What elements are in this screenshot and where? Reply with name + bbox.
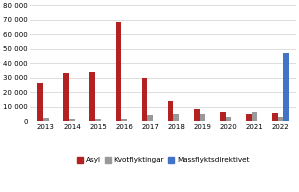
Bar (278, 117, 283, 121)
Bar (194, 109, 199, 121)
Bar (225, 117, 231, 121)
Bar (220, 113, 225, 121)
Bar (37, 84, 43, 121)
Bar (199, 114, 205, 121)
Bar (142, 78, 147, 121)
Bar (246, 114, 252, 121)
Bar (283, 53, 289, 121)
Bar (272, 113, 278, 121)
Bar (168, 101, 173, 121)
Bar (95, 119, 101, 121)
Bar (89, 72, 95, 121)
Bar (252, 112, 257, 121)
Bar (43, 118, 49, 121)
Bar (63, 73, 69, 121)
Bar (115, 22, 121, 121)
Bar (121, 119, 127, 121)
Bar (147, 115, 153, 121)
Bar (173, 114, 179, 121)
Legend: Asyl, Kvotflyktingar, Massflyktsdirektivet: Asyl, Kvotflyktingar, Massflyktsdirektiv… (74, 154, 253, 166)
Bar (69, 119, 75, 121)
